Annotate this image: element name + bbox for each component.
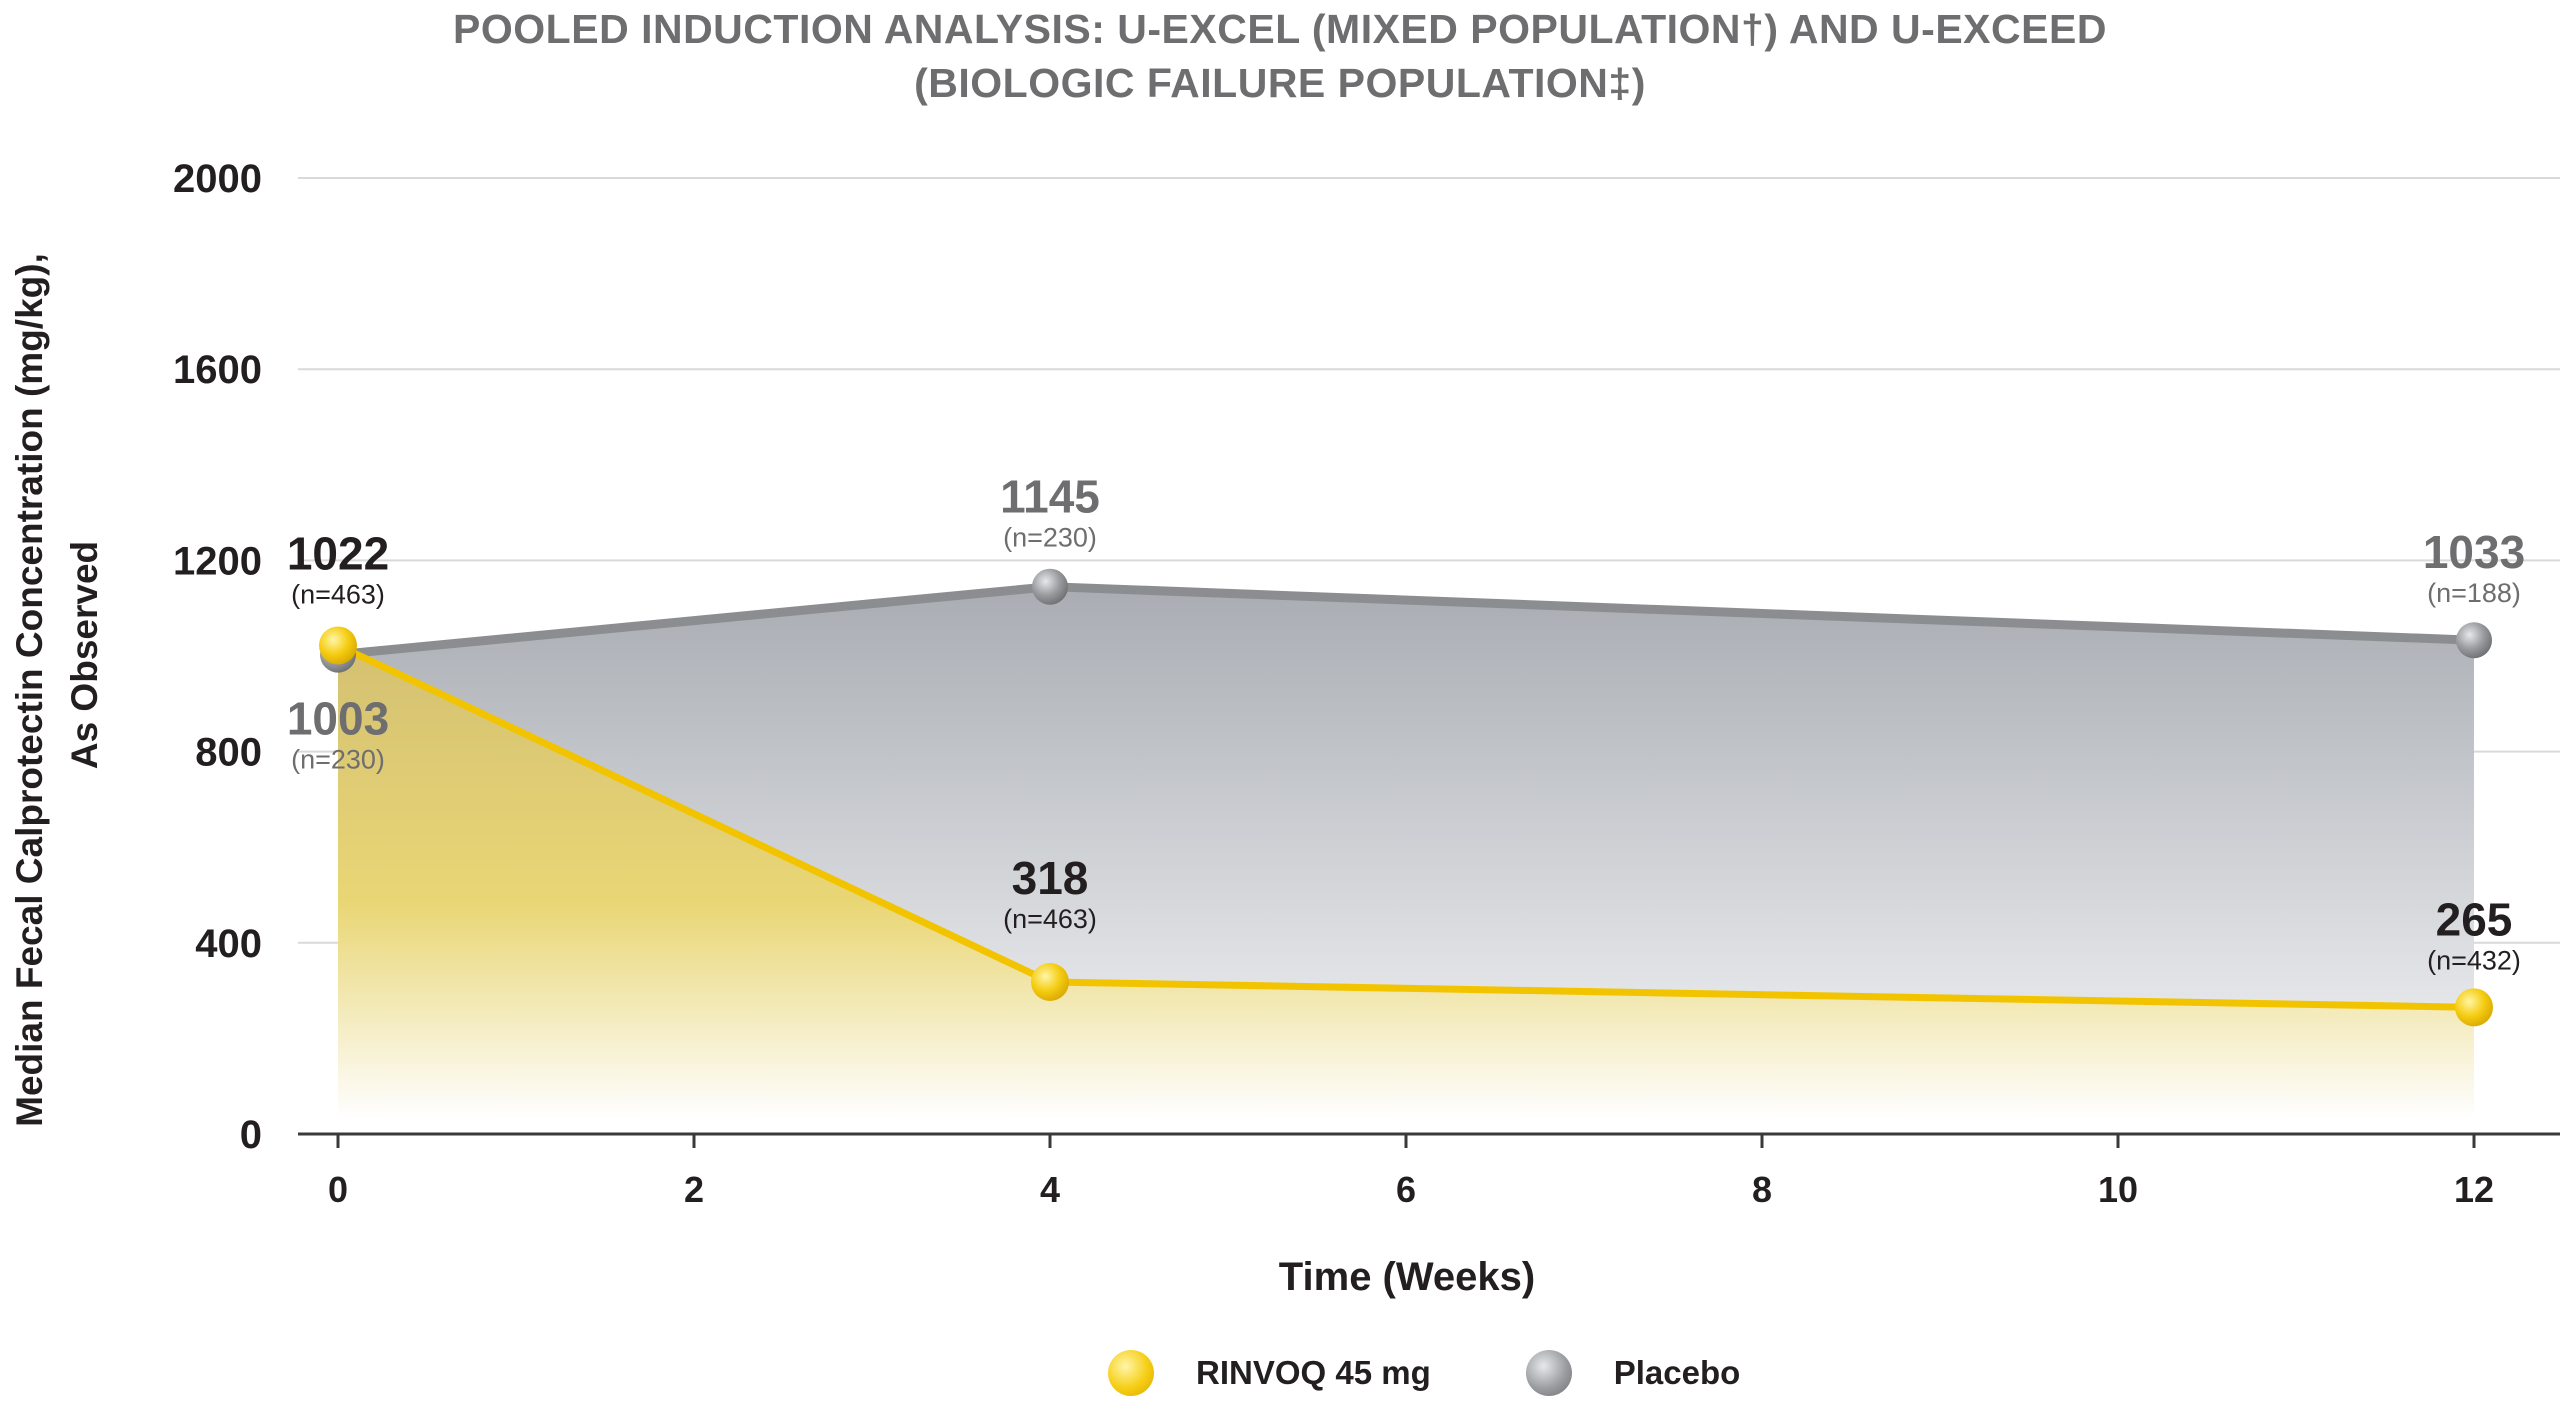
x-tick-label-2: 2	[684, 1169, 704, 1210]
rinvoq-week-12-n-label: (n=432)	[2427, 945, 2521, 975]
legend-label-placebo: Placebo	[1613, 1354, 1741, 1391]
y-tick-label-1600: 1600	[173, 348, 262, 392]
rinvoq-point-week-0	[319, 626, 357, 665]
chart-legend: RINVOQ 45 mg Placebo	[1108, 1350, 1835, 1396]
legend-item-placebo: Placebo	[1525, 1350, 1741, 1396]
y-axis-label-line-2: As Observed	[64, 541, 105, 769]
placebo-point-week-12	[2456, 622, 2492, 659]
y-tick-label-800: 800	[195, 731, 262, 775]
placebo-week-0-value-label: 1003	[287, 693, 389, 745]
x-tick-label-0: 0	[328, 1169, 348, 1210]
legend-item-rinvoq: RINVOQ 45 mg	[1108, 1350, 1431, 1396]
y-tick-label-2000: 2000	[173, 157, 262, 201]
x-axis-label: Time (Weeks)	[1279, 1255, 1535, 1299]
series-points	[319, 568, 2493, 1027]
x-tick-label-4: 4	[1040, 1169, 1060, 1210]
axes: 0 400 800 1200 1600 2000 0 2 4 6 8 10 12	[173, 157, 2560, 1210]
legend-label-rinvoq: RINVOQ 45 mg	[1196, 1354, 1431, 1391]
rinvoq-week-0-value-label: 1022	[287, 527, 389, 579]
rinvoq-week-4-n-label: (n=463)	[1003, 904, 1097, 934]
placebo-week-12-value-label: 1033	[2423, 526, 2525, 578]
rinvoq-week-0-n-label: (n=463)	[291, 579, 385, 609]
placebo-point-week-4	[1032, 568, 1068, 605]
y-axis-label-line-1: Median Fecal Calprotectin Concentration …	[9, 253, 50, 1127]
placebo-week-4-value-label: 1145	[1000, 471, 1100, 523]
y-tick-label-1200: 1200	[173, 539, 262, 583]
x-tick-label-8: 8	[1752, 1169, 1772, 1210]
y-tick-label-0: 0	[240, 1113, 262, 1157]
rinvoq-week-4-value-label: 318	[1012, 852, 1089, 904]
legend-swatch-placebo	[1525, 1350, 1572, 1396]
chart-title-line-1: POOLED INDUCTION ANALYSIS: U-EXCEL (MIXE…	[453, 6, 2107, 52]
placebo-week-12-n-label: (n=188)	[2427, 578, 2521, 608]
placebo-week-4-n-label: (n=230)	[1003, 523, 1097, 553]
rinvoq-point-week-12	[2455, 988, 2493, 1027]
x-tick-label-12: 12	[2454, 1169, 2494, 1210]
x-tick-label-6: 6	[1396, 1169, 1416, 1210]
y-tick-label-400: 400	[195, 922, 262, 966]
series-areas	[338, 586, 2474, 1116]
chart-title-line-2: (BIOLOGIC FAILURE POPULATION‡)	[914, 60, 1646, 106]
x-tick-label-10: 10	[2098, 1169, 2138, 1210]
placebo-week-0-n-label: (n=230)	[291, 745, 385, 775]
data-labels: 1022(n=463)318(n=463) 265(n=432)1003(n=23…	[287, 471, 2525, 976]
rinvoq-point-week-4	[1031, 962, 1069, 1001]
rinvoq-week-12-value-label: 265	[2436, 893, 2513, 945]
legend-swatch-rinvoq	[1108, 1350, 1154, 1396]
